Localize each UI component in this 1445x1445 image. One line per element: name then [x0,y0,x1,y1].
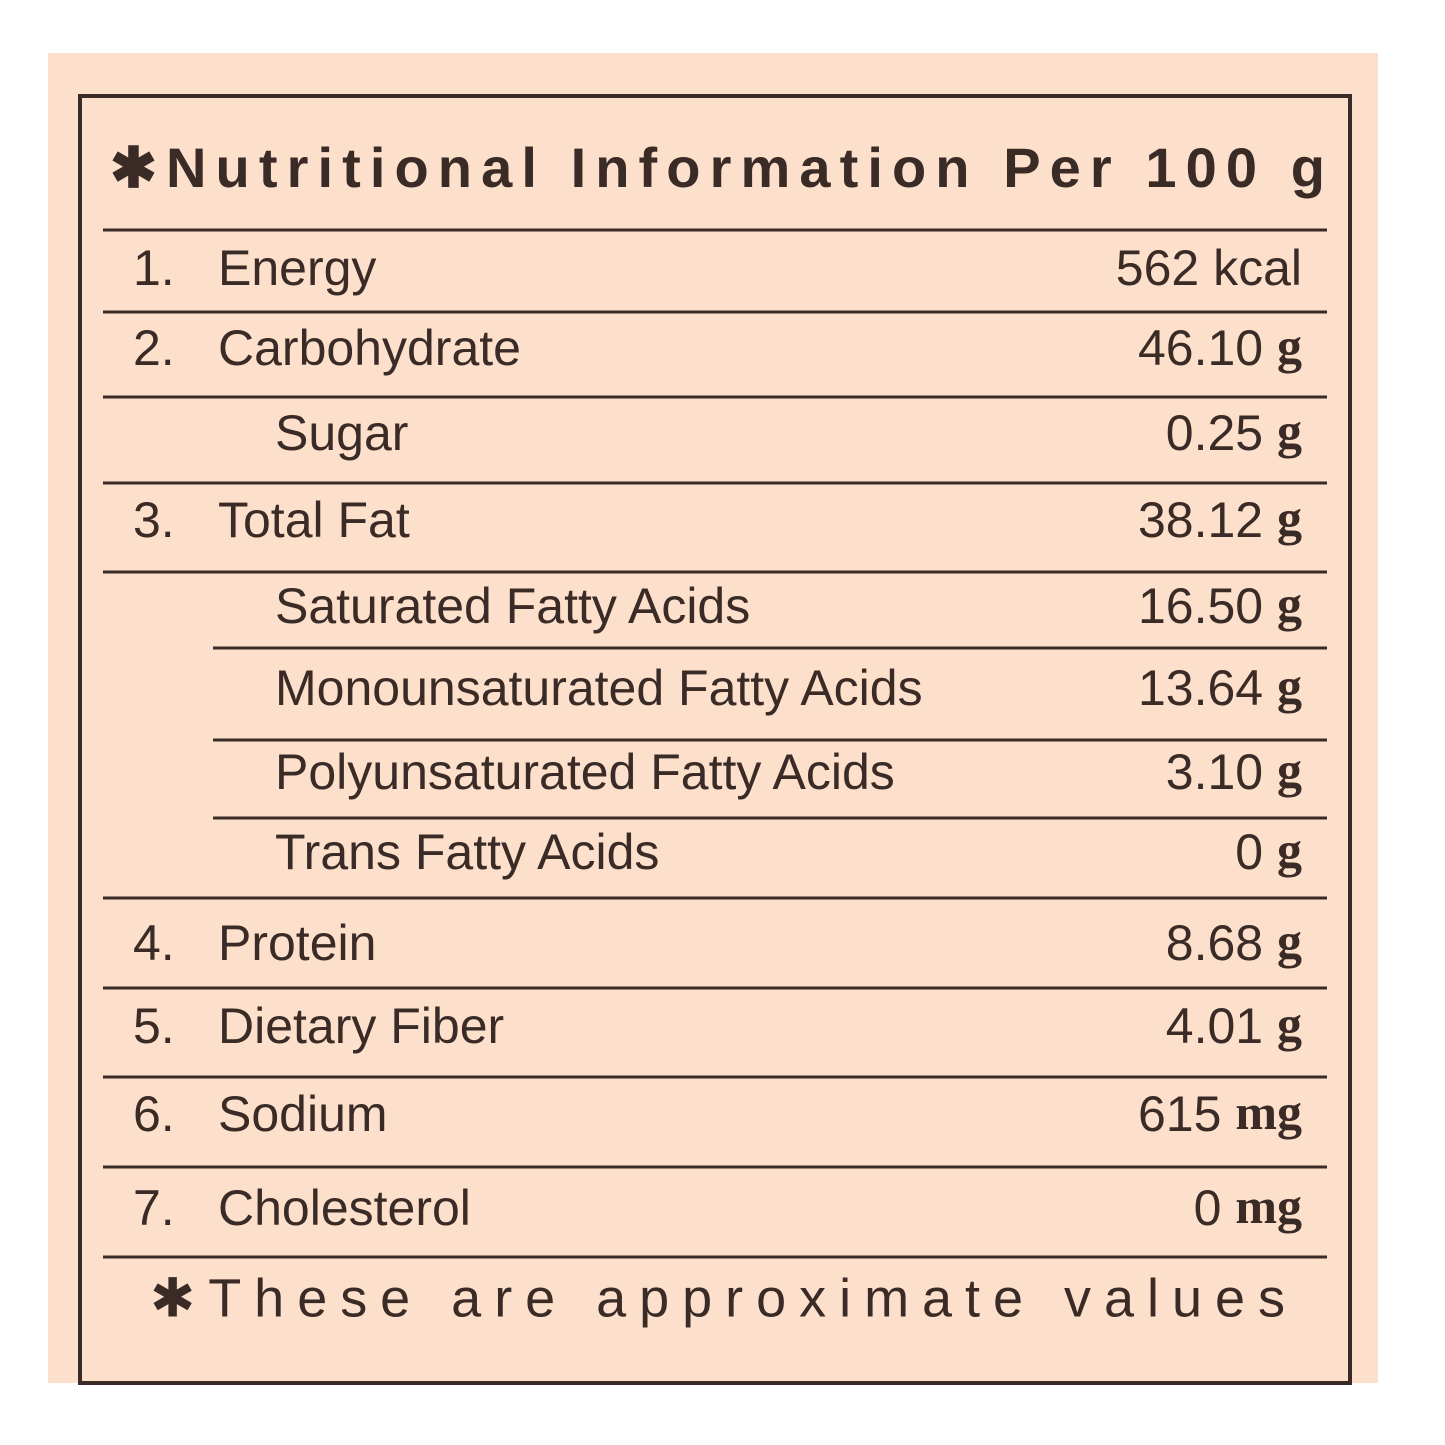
subitem-name: Polyunsaturated Fatty Acids [275,744,895,800]
value: 615 mg [1138,1084,1302,1142]
row-number: 7. [133,1180,175,1236]
value-number: 4.01 [1166,998,1263,1054]
value-number: 3.10 [1166,744,1263,800]
value: 16.50 g [1138,576,1302,634]
row-number: 3. [133,492,175,548]
border [78,94,1352,1385]
value-unit: g [1277,822,1302,878]
value-unit: g [1277,490,1302,546]
row-name: Dietary Fiber [218,998,504,1054]
value-number: 0.25 [1166,405,1263,461]
value-number: 0 [1194,1180,1222,1236]
subitem-name: Trans Fatty Acids [275,824,659,880]
value-unit: g [1277,658,1302,714]
subitem-name: Saturated Fatty Acids [275,578,750,634]
value: 8.68 g [1166,913,1302,971]
value: 0.25 g [1166,403,1302,461]
value-number: 0 [1235,824,1263,880]
value-number: 562 kcal [1116,240,1302,296]
value: 4.01 g [1166,996,1302,1054]
row-name: Energy [218,240,376,296]
row-name: Carbohydrate [218,320,521,376]
background-panel [48,53,1378,1383]
subitem-name: Monounsaturated Fatty Acids [275,660,923,716]
value: 46.10 g [1138,318,1302,376]
value-unit: g [1277,403,1302,459]
value-unit: g [1277,913,1302,969]
value: 3.10 g [1166,742,1302,800]
row-number: 2. [133,320,175,376]
value: 0 mg [1194,1178,1302,1236]
row-number: 6. [133,1086,175,1142]
value-number: 8.68 [1166,915,1263,971]
value: 0 g [1235,822,1302,880]
row-name: Protein [218,915,376,971]
value-unit: g [1277,318,1302,374]
value-unit: g [1277,996,1302,1052]
value-number: 16.50 [1138,578,1263,634]
value-unit: mg [1235,1084,1302,1140]
subitem-name: Sugar [275,405,408,461]
value-number: 615 [1138,1086,1221,1142]
value: 13.64 g [1138,658,1302,716]
row-number: 5. [133,998,175,1054]
row-number: 1. [133,240,175,296]
value-number: 13.64 [1138,660,1263,716]
value-unit: g [1277,742,1302,798]
value-number: 38.12 [1138,492,1263,548]
row-name: Cholesterol [218,1180,471,1236]
value-unit: g [1277,576,1302,632]
value-unit: mg [1235,1178,1302,1234]
value-number: 46.10 [1138,320,1263,376]
value: 38.12 g [1138,490,1302,548]
row-name: Total Fat [218,492,410,548]
row-number: 4. [133,915,175,971]
row-name: Sodium [218,1086,388,1142]
value: 562 kcal [1116,240,1302,296]
